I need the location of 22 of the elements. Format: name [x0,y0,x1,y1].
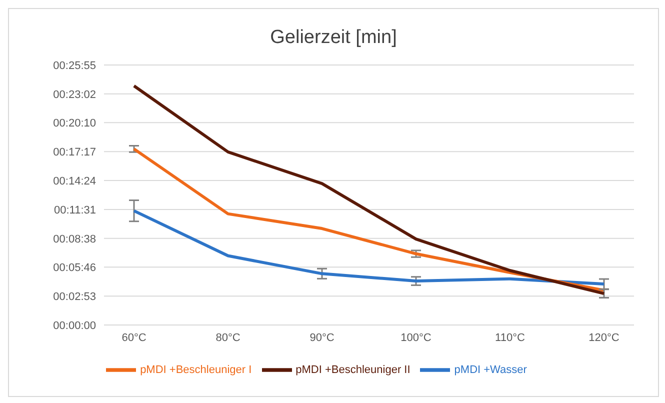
legend-label: pMDI +Beschleuniger I [140,364,252,376]
x-tick-label: 120°C [588,332,620,344]
y-tick-label: 00:14:24 [53,175,96,188]
x-tick-label: 80°C [216,332,240,344]
y-tick-label: 00:08:38 [53,233,96,246]
legend-label: pMDI +Beschleuniger II [296,364,410,376]
y-tick-label: 00:20:10 [53,118,96,130]
x-tick-label: 110°C [495,332,525,344]
line-series [132,84,606,296]
chart-title: Gelierzeit [min] [269,27,398,50]
legend-label: pMDI +Wasser [454,364,527,376]
y-tick-label: 00:05:46 [53,262,96,274]
x-tick-label: 60°C [122,332,146,344]
y-tick-label: 00:00:00 [53,320,96,332]
y-tick-label: 00:23:02 [53,88,96,101]
y-tick-label: 00:02:53 [53,290,96,303]
line-series [132,209,606,286]
y-tick-label: 00:11:31 [54,204,96,216]
x-tick-label: 90°C [310,332,334,344]
x-tick-label: 100°C [400,332,432,344]
y-tick-label: 00:17:17 [53,146,96,159]
y-tick-label: 00:25:55 [53,60,96,72]
